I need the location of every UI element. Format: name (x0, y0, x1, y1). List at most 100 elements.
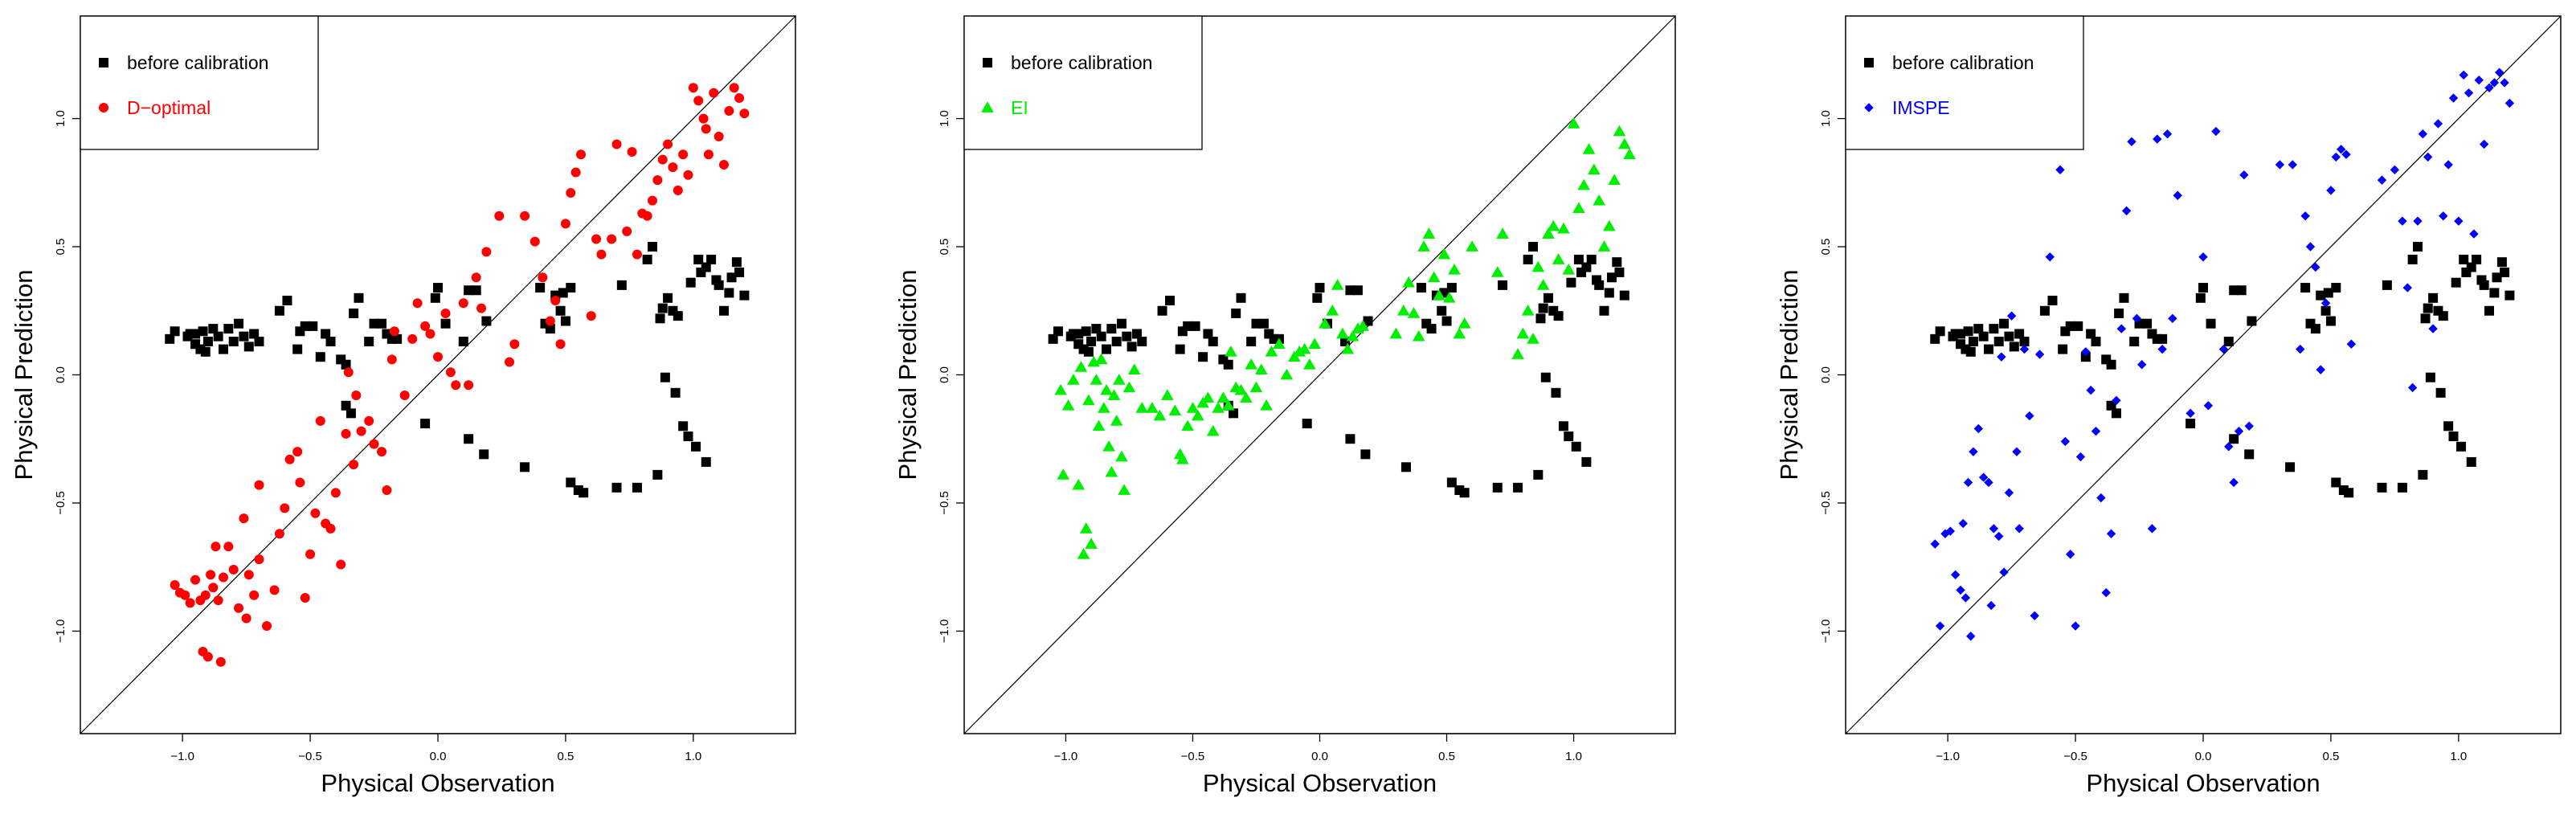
x-tick-label: 0.0 (2195, 750, 2212, 763)
data-point-square (2459, 254, 2469, 264)
data-point-circle (663, 139, 673, 149)
data-point-circle (382, 485, 392, 496)
data-point-circle (295, 477, 305, 488)
data-point-square (652, 469, 663, 480)
data-point-square (1229, 408, 1239, 419)
data-point-square (2435, 387, 2446, 398)
data-point-square (2195, 292, 2206, 303)
data-point-triangle (1331, 279, 1344, 290)
data-point-square (228, 337, 239, 347)
y-tick-label: 1.0 (1819, 110, 1833, 127)
data-point-square (2106, 359, 2116, 370)
data-point-triangle (1577, 178, 1591, 190)
data-point-square (2047, 296, 2058, 306)
data-point-triangle (1356, 320, 1370, 331)
data-point-circle (213, 595, 223, 606)
data-point-square (657, 303, 668, 313)
data-point-square (719, 305, 729, 316)
data-point-square (535, 283, 546, 293)
data-point-square (2247, 316, 2257, 326)
y-axis: −1.0 −0.5 0.0 0.5 1.0 (1819, 110, 1846, 643)
data-point-triangle (981, 101, 994, 112)
data-point-square (1246, 337, 1257, 347)
data-point-square (464, 434, 474, 444)
data-point-square (369, 318, 379, 329)
data-point-square (198, 326, 208, 337)
data-point-diamond (2239, 170, 2249, 180)
data-point-circle (509, 339, 520, 350)
data-point-triangle (1153, 409, 1167, 421)
data-point-diamond (2066, 550, 2075, 559)
data-point-triangle (1319, 317, 1331, 329)
data-point-circle (262, 621, 272, 632)
data-point-square (1999, 318, 2010, 329)
data-point-circle (425, 329, 435, 339)
data-point-square (2114, 308, 2124, 318)
data-point-triangle (1547, 219, 1560, 231)
data-point-square (1345, 285, 1355, 296)
data-point-triangle (1613, 125, 1626, 137)
data-point-square (392, 333, 403, 344)
data-point-square (349, 308, 359, 318)
data-point-square (724, 288, 734, 298)
identity-reference-line (1845, 15, 2562, 734)
data-point-circle (420, 321, 431, 331)
data-point-square (1533, 469, 1544, 480)
data-point-triangle (1079, 522, 1093, 534)
data-point-triangle (1092, 419, 1106, 431)
data-point-circle (607, 234, 617, 244)
data-point-square (2244, 449, 2255, 460)
data-point-circle (386, 354, 397, 365)
data-point-square (2443, 421, 2454, 431)
data-point-square (99, 58, 108, 67)
data-point-diamond (2075, 452, 2086, 462)
data-point-circle (648, 195, 657, 206)
x-tick-label: 0.5 (1438, 750, 1455, 763)
data-point-square (223, 324, 234, 334)
data-point-square (300, 321, 310, 331)
data-point-square (2413, 242, 2423, 252)
data-point-square (2039, 305, 2050, 316)
data-point-triangle (1437, 247, 1451, 260)
data-point-square (1571, 441, 1581, 452)
data-point-square (2086, 329, 2096, 339)
data-point-square (1122, 331, 1132, 342)
data-point-square (471, 285, 481, 296)
data-point-diamond (2443, 160, 2453, 170)
data-point-diamond (2316, 365, 2325, 374)
data-point-square (1956, 329, 1966, 339)
data-point-square (1538, 303, 1548, 313)
data-point-triangle (1427, 271, 1441, 283)
data-point-square (678, 421, 689, 431)
data-point-square (1523, 254, 1533, 264)
data-point-triangle (1557, 222, 1570, 234)
data-point-square (1400, 462, 1411, 472)
data-point-circle (341, 428, 351, 439)
data-point-square (1131, 329, 1142, 339)
data-point-circle (678, 149, 689, 160)
data-point-circle (305, 549, 316, 559)
data-point-square (254, 337, 264, 347)
data-point-square (292, 344, 303, 354)
data-point-triangle (1054, 383, 1067, 395)
data-point-triangle (1603, 219, 1616, 231)
data-point-square (2320, 305, 2331, 316)
y-tick-label: 0.5 (938, 239, 951, 256)
y-axis-title: Physical Prediction (10, 270, 38, 481)
x-tick-label: 1.0 (1565, 750, 1582, 763)
data-point-square (663, 292, 673, 303)
data-point-diamond (2464, 88, 2474, 98)
data-point-square (2300, 283, 2311, 293)
data-point-circle (719, 159, 729, 170)
data-point-square (1993, 337, 2004, 347)
data-point-diamond (2407, 382, 2418, 393)
series-square (1048, 242, 1629, 498)
data-point-diamond (1978, 472, 1989, 482)
data-point-square (341, 359, 351, 370)
data-point-triangle (1407, 307, 1421, 318)
data-point-square (1231, 308, 1241, 318)
data-point-triangle (1417, 240, 1430, 252)
data-point-circle (343, 367, 354, 378)
data-point-triangle (1412, 329, 1425, 342)
data-point-circle (576, 149, 586, 160)
